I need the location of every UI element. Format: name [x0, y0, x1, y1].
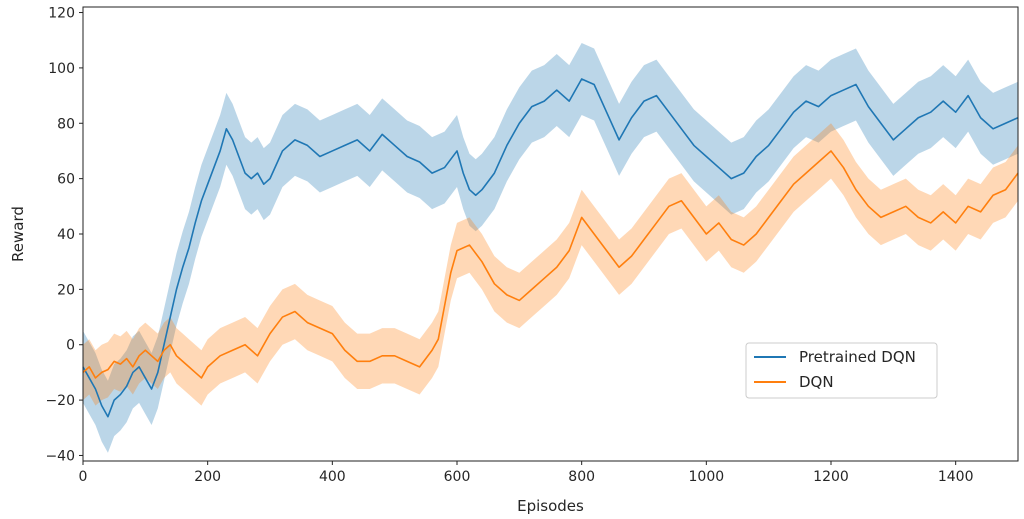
- line-series-0: [82, 78, 1019, 418]
- y-axis-ticks: −40 −20 0 20 40 60 80 100 120: [45, 6, 83, 464]
- y-tick-label: 60: [57, 172, 75, 188]
- y-tick-label: 120: [48, 6, 75, 22]
- y-tick-label: 0: [66, 338, 75, 354]
- legend-label-pretrained-dqn: Pretrained DQN: [799, 348, 916, 366]
- x-tick-label: 1200: [813, 469, 849, 485]
- legend-box: [745, 342, 938, 399]
- y-tick-label: −40: [45, 448, 75, 464]
- confidence-bands: [83, 42, 1018, 453]
- x-tick-label: 1000: [689, 469, 725, 485]
- y-axis-label: Reward: [9, 206, 27, 262]
- y-tick-label: −20: [45, 393, 75, 409]
- line-series-1: [82, 150, 1019, 379]
- series-lines: [82, 78, 1019, 418]
- x-tick-label: 0: [79, 469, 88, 485]
- x-tick-label: 400: [319, 469, 346, 485]
- x-tick-label: 200: [194, 469, 221, 485]
- x-tick-label: 800: [568, 469, 595, 485]
- x-axis-label: Episodes: [517, 497, 584, 515]
- x-tick-label: 600: [444, 469, 471, 485]
- legend: Pretrained DQN DQN: [745, 342, 938, 399]
- y-tick-label: 40: [57, 227, 75, 243]
- band-series-1: [83, 123, 1018, 406]
- band-series-0: [83, 42, 1018, 453]
- y-tick-label: 20: [57, 282, 75, 298]
- y-tick-label: 100: [48, 61, 75, 77]
- y-tick-label: 80: [57, 116, 75, 132]
- x-axis-ticks: 0 200 400 600 800 1000 1200 1400: [79, 461, 974, 485]
- x-tick-label: 1400: [938, 469, 974, 485]
- legend-label-dqn: DQN: [799, 373, 834, 391]
